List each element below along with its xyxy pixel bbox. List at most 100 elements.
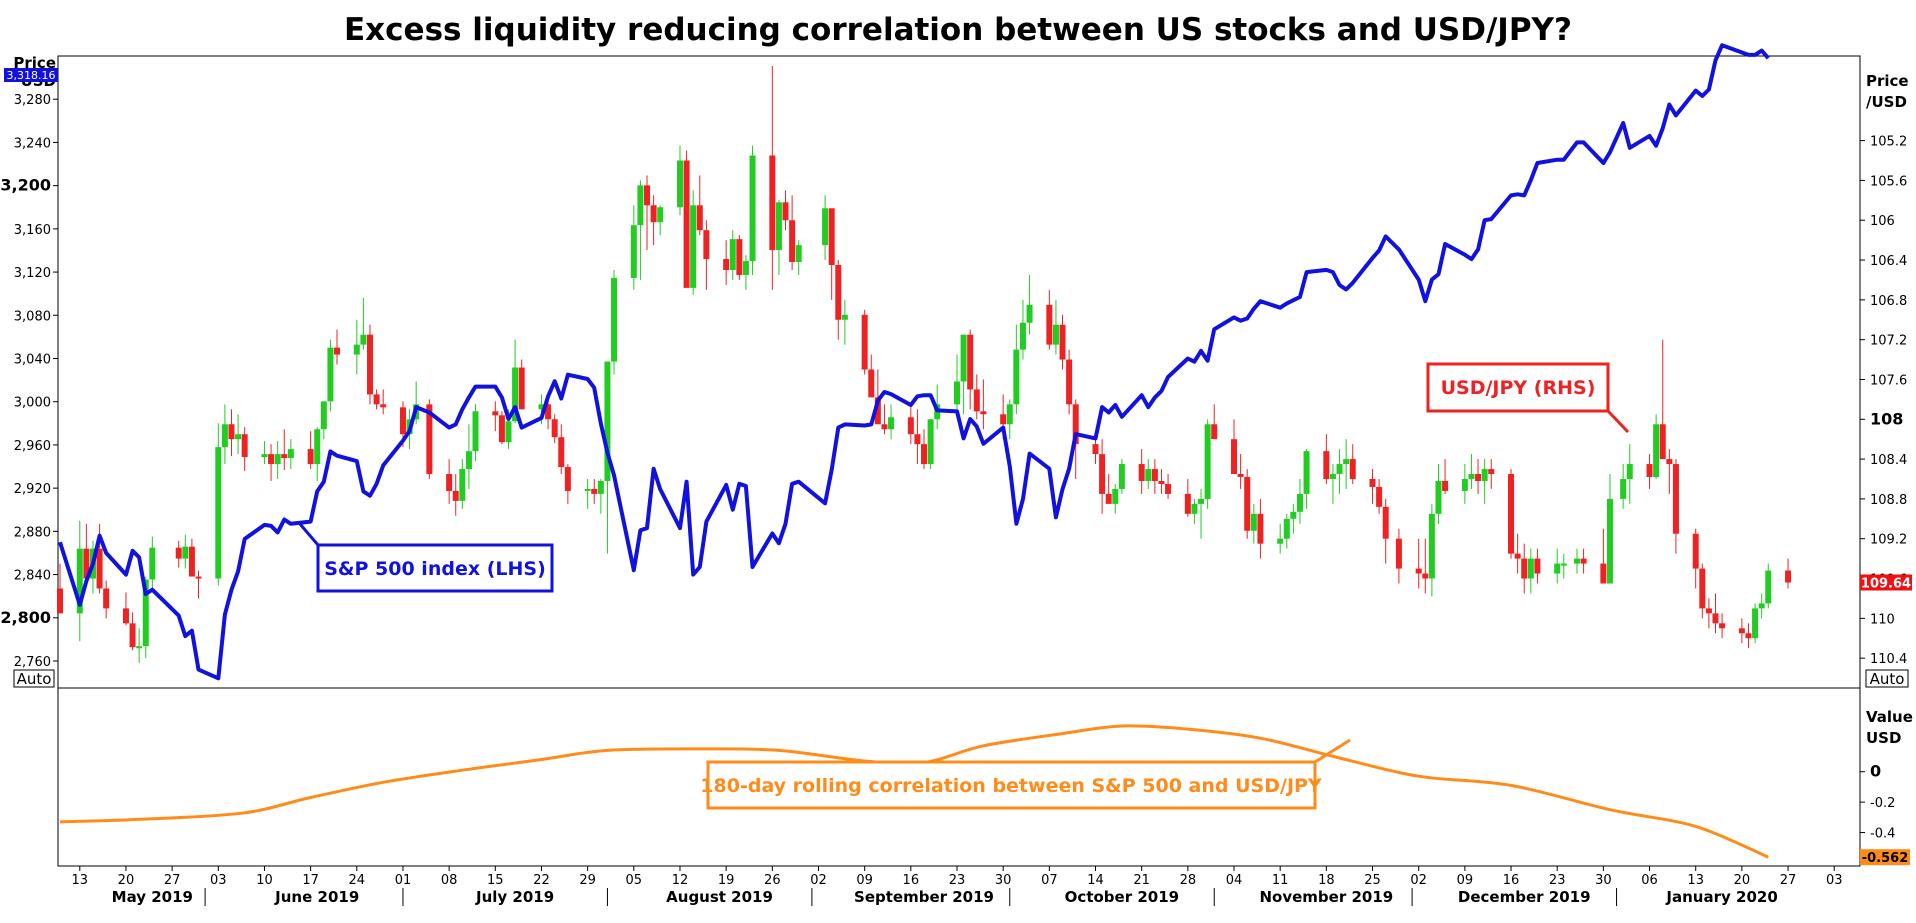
- candle-body: [1204, 424, 1211, 499]
- sp500-last-value: 3,318.16: [7, 69, 56, 82]
- candle-body: [129, 623, 136, 648]
- candle-body: [472, 411, 479, 452]
- left-tick-label: 3,200: [0, 176, 51, 195]
- right-tick-label: 107.6: [1870, 373, 1907, 388]
- candle-body: [980, 411, 987, 415]
- candle-body: [1692, 533, 1699, 569]
- candle-body: [967, 334, 974, 390]
- candle-body: [927, 419, 934, 465]
- x-tick-label: 27: [164, 873, 181, 888]
- lower-tick-label: -0.4: [1870, 827, 1895, 842]
- candle-body: [1514, 553, 1521, 559]
- candle-body: [241, 434, 248, 458]
- candle-body: [1019, 322, 1026, 350]
- candle-body: [1435, 480, 1442, 514]
- candle-body: [1323, 451, 1330, 479]
- candle-body: [1046, 304, 1053, 345]
- candle-body: [281, 454, 288, 459]
- candle-body: [320, 401, 327, 430]
- usdjpy-annotation-text: USD/JPY (RHS): [1441, 377, 1596, 399]
- candle-body: [195, 576, 202, 579]
- candle-body: [630, 225, 637, 278]
- x-tick-label: 04: [1226, 873, 1243, 888]
- left-tick-label: 2,880: [14, 525, 51, 540]
- candle-body: [650, 205, 657, 223]
- right-tick-label: 106: [1870, 214, 1895, 229]
- x-tick-label: 07: [1041, 873, 1058, 888]
- candle-body: [1237, 474, 1244, 478]
- month-label: December 2019: [1458, 888, 1591, 906]
- correlation-annotation: 180-day rolling correlation between S&P …: [700, 738, 1351, 810]
- candle-body: [736, 239, 743, 275]
- candle-body: [1653, 424, 1660, 478]
- candle-body: [1659, 424, 1666, 460]
- left-tick-label: 2,840: [14, 569, 51, 584]
- candle-body: [1428, 513, 1435, 579]
- candle-body: [644, 185, 651, 206]
- candle-body: [327, 347, 334, 402]
- candle-body: [1620, 478, 1627, 499]
- candle-body: [1211, 424, 1218, 440]
- candle-body: [973, 389, 980, 412]
- right-tick-label: 109.2: [1870, 533, 1907, 548]
- candle-body: [795, 245, 802, 263]
- x-tick-label: 13: [72, 873, 89, 888]
- x-tick-label: 29: [579, 873, 596, 888]
- right-auto-button[interactable]: Auto: [1865, 669, 1909, 688]
- x-tick-label: 25: [1364, 873, 1381, 888]
- candle-body: [1382, 506, 1389, 539]
- candle-body: [696, 205, 703, 231]
- left-tick-label: 3,240: [14, 136, 51, 151]
- month-label: July 2019: [475, 888, 554, 906]
- candle-body: [545, 404, 552, 420]
- x-tick-label: 02: [810, 873, 827, 888]
- lower-axis-caption-line1: Value: [1866, 708, 1913, 726]
- x-tick-label: 19: [718, 873, 735, 888]
- left-tick-label: 3,040: [14, 352, 51, 367]
- candle-body: [1158, 480, 1165, 484]
- sp500-annotation-text: S&P 500 index (LHS): [324, 558, 546, 580]
- candle-body: [1092, 444, 1099, 455]
- candle-body: [1699, 568, 1706, 609]
- candle-body: [175, 547, 182, 559]
- lower-panel-frame: [57, 687, 1861, 867]
- candle-body: [452, 490, 459, 501]
- candle-body: [122, 608, 129, 624]
- month-label: September 2019: [854, 888, 994, 906]
- candle-body: [1184, 493, 1191, 514]
- candle-body: [584, 488, 591, 491]
- x-tick-label: 20: [118, 873, 135, 888]
- x-axis: 13 20 27 03 10 17 24 01 08 15 22 29 05 12 19 26 02 09 16 23…: [72, 866, 1842, 906]
- candle-body: [1066, 359, 1073, 405]
- x-tick-label: 22: [533, 873, 550, 888]
- candle-body: [921, 444, 928, 465]
- candle-body: [366, 334, 373, 395]
- candle-body: [1231, 439, 1238, 475]
- candle-body: [782, 202, 789, 221]
- candle-body: [1626, 464, 1633, 479]
- candle-body: [828, 208, 835, 266]
- left-auto-button[interactable]: Auto: [13, 669, 55, 688]
- candle-body: [564, 467, 571, 491]
- candle-body: [1006, 404, 1013, 425]
- candle-body: [1244, 477, 1251, 531]
- candle-body: [399, 407, 406, 435]
- candle-body: [874, 397, 881, 425]
- right-tick-label: 110: [1870, 612, 1895, 627]
- candle-body: [1343, 459, 1350, 465]
- candle-body: [1290, 511, 1297, 519]
- lower-axis: 0 -0.2 -0.4: [1860, 762, 1895, 842]
- chart-title: Excess liquidity reducing correlation be…: [344, 12, 1572, 48]
- candle-body: [459, 469, 466, 501]
- candle-body: [1442, 480, 1449, 491]
- candle-body: [188, 546, 195, 577]
- candle-body: [498, 415, 505, 443]
- candle-body: [228, 424, 235, 440]
- correlation-last-value: -0.562: [1862, 851, 1909, 866]
- candle-body: [1488, 469, 1495, 475]
- correlation-last-value-tag: -0.562: [1860, 849, 1910, 866]
- x-tick-label: 12: [672, 873, 689, 888]
- candle-body: [1738, 628, 1745, 634]
- candle-body: [1000, 414, 1007, 425]
- candle-body: [1151, 469, 1158, 481]
